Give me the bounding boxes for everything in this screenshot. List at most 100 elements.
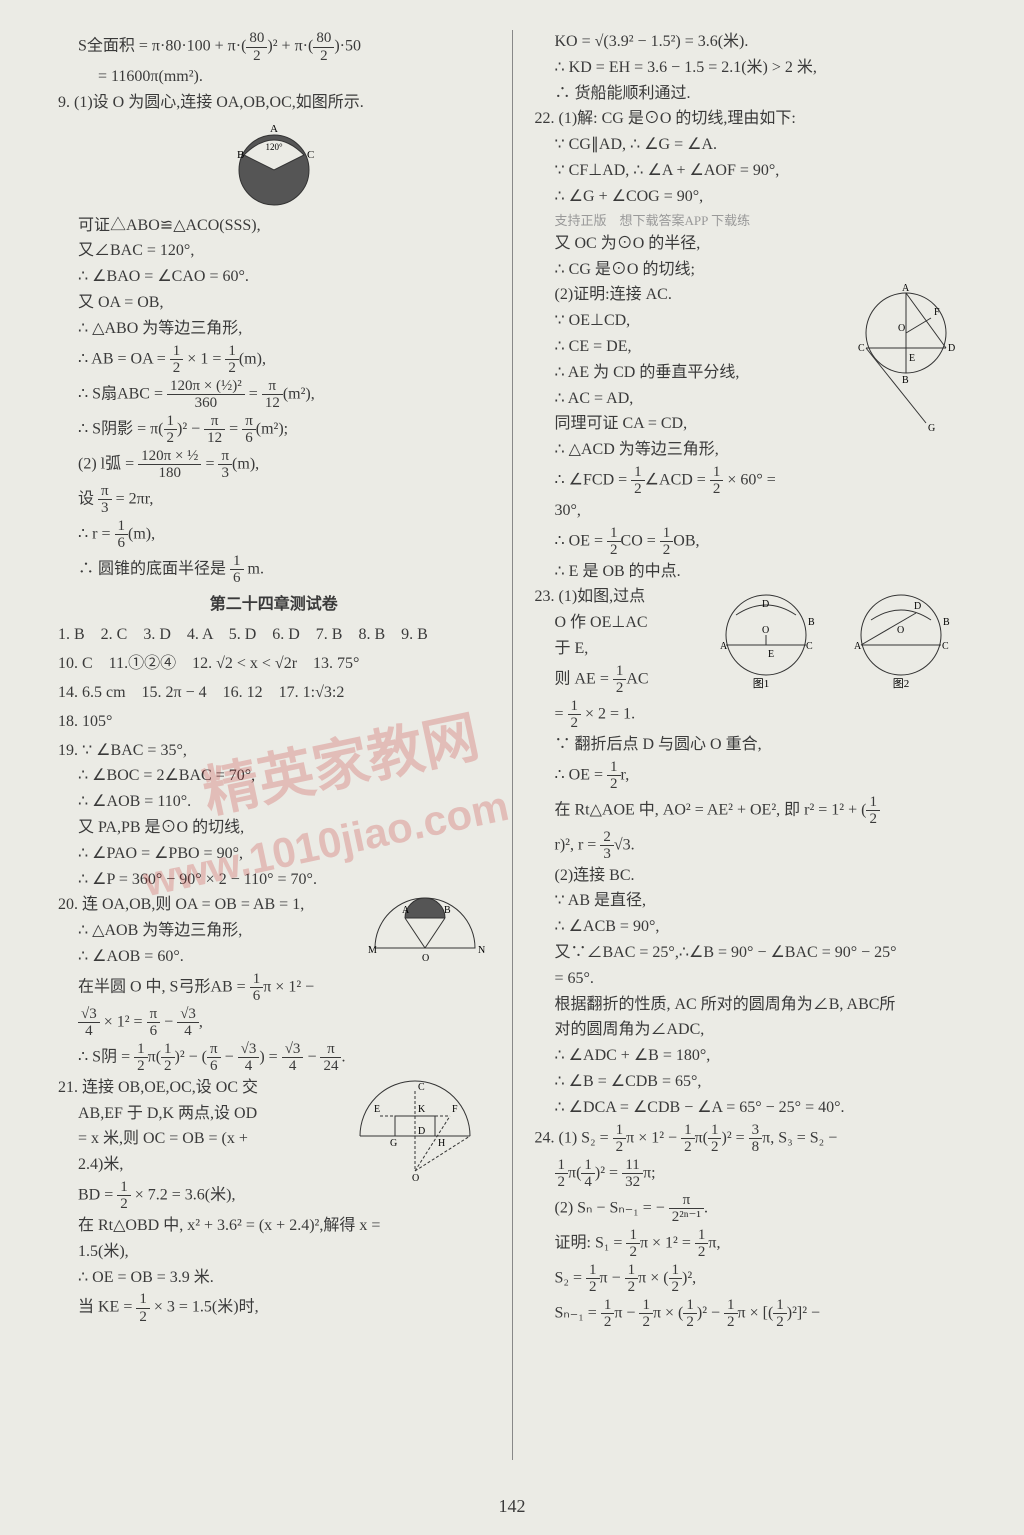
svg-text:D: D — [948, 343, 955, 354]
proof-line: ∴ AB = OA = 12 × 1 = 12(m), — [58, 343, 490, 377]
proof-line: 又 OA = OB, — [58, 291, 490, 316]
svg-text:E: E — [768, 649, 774, 660]
svg-text:O: O — [897, 625, 904, 636]
svg-text:M: M — [368, 945, 377, 956]
q22-line: ∴ ∠FCD = 12∠ACD = 12 × 60° = — [535, 464, 967, 498]
svg-text:N: N — [478, 945, 485, 956]
q23-line: (2)连接 BC. — [535, 864, 967, 889]
proof-line: 设 π3 = 2πr, — [58, 483, 490, 517]
q23-line: ∴ ∠ADC + ∠B = 180°, — [535, 1044, 967, 1069]
svg-text:图2: 图2 — [893, 677, 910, 690]
figure-circle-tangent: A B C D E F G O — [836, 283, 966, 433]
proof-line: ∴ S扇ABC = 120π × (½)²360 = π12(m²), — [58, 378, 490, 412]
proof-line: ∴ ∠BAO = ∠CAO = 60°. — [58, 265, 490, 290]
q20-line: ∴ S阴 = 12π(12)² − (π6 − √34) = √34 − π24… — [58, 1041, 490, 1075]
chapter-title: 第二十四章测试卷 — [58, 593, 490, 618]
q21-line: 1.5(米), — [58, 1240, 490, 1265]
svg-text:G: G — [390, 1138, 397, 1149]
svg-text:B: B — [444, 905, 451, 916]
svg-text:D: D — [762, 599, 769, 610]
q23-line: ∵ 翻折后点 D 与圆心 O 重合, — [535, 733, 967, 758]
q23-line: 对的圆周角为∠ADC, — [535, 1018, 967, 1043]
svg-text:O: O — [762, 625, 769, 636]
svg-text:A: A — [902, 283, 910, 294]
proof-line: 可证△ABO≌△ACO(SSS), — [58, 214, 490, 239]
svg-text:F: F — [452, 1104, 458, 1115]
figure-arch: E F G H K D C O — [340, 1076, 490, 1186]
q22-line: 22. (1)解: CG 是⊙O 的切线,理由如下: — [535, 107, 967, 132]
q24-line: S₂ = 12π − 12π × (12)², — [535, 1262, 967, 1296]
proof-line: ∴ 圆锥的底面半径是 16 m. — [58, 553, 490, 587]
q20-line: 在半圆 O 中, S弓形AB = 16π × 1² − — [58, 971, 490, 1005]
q23-line: 根据翻折的性质, AC 所对的圆周角为∠B, ABC所 — [535, 993, 967, 1018]
answer-row: 14. 6.5 cm 15. 2π − 4 16. 12 17. 1:√3:2 — [58, 681, 490, 706]
svg-text:图1: 图1 — [753, 677, 770, 690]
svg-text:120°: 120° — [265, 142, 283, 152]
svg-text:E: E — [374, 1104, 380, 1115]
q22-line: 30°, — [535, 499, 967, 524]
svg-text:O: O — [898, 323, 905, 334]
q19-line: ∴ ∠BOC = 2∠BAC = 70°, — [58, 764, 490, 789]
overlay-text: 支持正版 想下载答案APP 下载练 — [535, 211, 967, 231]
q23-line: r)², r = 23√3. — [535, 829, 967, 863]
svg-text:C: C — [858, 343, 865, 354]
proof-line: ∴ r = 16(m), — [58, 518, 490, 552]
q19-line: 又 PA,PB 是⊙O 的切线, — [58, 816, 490, 841]
svg-text:B: B — [943, 617, 950, 628]
q21-line: ∴ OE = OB = 3.9 米. — [58, 1266, 490, 1291]
formula-line: = 11600π(mm²). — [58, 65, 490, 90]
q23-line: = 65°. — [535, 967, 967, 992]
page-number: 142 — [0, 1496, 1024, 1517]
q24-line: 24. (1) S₂ = 12π × 1² − 12π(12)² = 38π, … — [535, 1122, 967, 1156]
q22-line: ∴ OE = 12CO = 12OB, — [535, 525, 967, 559]
svg-text:A: A — [720, 641, 728, 652]
q23-line: = 12 × 2 = 1. — [535, 698, 967, 732]
q19-line: ∴ ∠AOB = 110°. — [58, 790, 490, 815]
q22-line: ∴ △ACD 为等边三角形, — [535, 438, 967, 463]
q24-line: 12π(14)² = 1132π; — [535, 1157, 967, 1191]
q23-block: A B C D E O 图1 A B C D O 图2 23. (1)如图,过点… — [535, 585, 967, 696]
proof-line: ∴ 货船能顺利通过. — [535, 82, 967, 107]
svg-text:B: B — [808, 617, 815, 628]
answer-row: 10. C 11.①②④ 12. √2 < x < √2r 13. 75° — [58, 652, 490, 677]
svg-text:C: C — [942, 641, 949, 652]
q23-line: ∵ AB 是直径, — [535, 889, 967, 914]
proof-line: ∴ KD = EH = 3.6 − 1.5 = 2.1(米) > 2 米, — [535, 56, 967, 81]
q21-line: 在 Rt△OBD 中, x² + 3.6² = (x + 2.4)²,解得 x … — [58, 1214, 490, 1239]
answer-row: 1. B 2. C 3. D 4. A 5. D 6. D 7. B 8. B … — [58, 623, 490, 648]
svg-text:A: A — [402, 905, 410, 916]
q22-line: ∵ CF⊥AD, ∴ ∠A + ∠AOF = 90°, — [535, 159, 967, 184]
q22-line: ∴ CG 是⊙O 的切线; — [535, 258, 967, 283]
q23-line: ∴ ∠ACB = 90°, — [535, 915, 967, 940]
q21-block: E F G H K D C O 21. 连接 OB,OE,OC,设 OC 交 A… — [58, 1076, 490, 1178]
q22-line: ∴ ∠G + ∠COG = 90°, — [535, 185, 967, 210]
figure-two-circles: A B C D E O 图1 A B C D O 图2 — [706, 585, 966, 695]
q19-line: ∴ ∠P = 360° − 90° × 2 − 110° = 70°. — [58, 868, 490, 893]
q24-line: Sₙ₋₁ = 12π − 12π × (12)² − 12π × [(12)²]… — [535, 1297, 967, 1331]
svg-text:F: F — [934, 307, 940, 318]
figure-semicircle: A B M N O — [360, 893, 490, 973]
svg-text:C: C — [806, 641, 813, 652]
proof-line: 又∠BAC = 120°, — [58, 239, 490, 264]
svg-text:D: D — [914, 601, 921, 612]
left-column: S全面积 = π·80·100 + π·(802)² + π·(802)·50 … — [40, 30, 508, 1460]
q23-line: ∴ OE = 12r, — [535, 759, 967, 793]
svg-text:A: A — [270, 123, 278, 135]
svg-text:H: H — [438, 1138, 445, 1149]
formula-line: S全面积 = π·80·100 + π·(802)² + π·(802)·50 — [58, 30, 490, 64]
svg-text:O: O — [412, 1173, 419, 1184]
q23-line: 在 Rt△AOE 中, AO² = AE² + OE², 即 r² = 1² +… — [535, 794, 967, 828]
proof-line: ∴ △ABO 为等边三角形, — [58, 317, 490, 342]
svg-text:K: K — [418, 1104, 426, 1115]
svg-text:C: C — [418, 1082, 425, 1093]
q20-block: A B M N O 20. 连 OA,OB,则 OA = OB = AB = 1… — [58, 893, 490, 969]
proof-line: ∴ S阴影 = π(12)² − π12 = π6(m²); — [58, 413, 490, 447]
q23-line: 又∵∠BAC = 25°,∴∠B = 90° − ∠BAC = 90° − 25… — [535, 941, 967, 966]
svg-text:C: C — [307, 149, 314, 161]
q23-line: ∴ ∠B = ∠CDB = 65°, — [535, 1070, 967, 1095]
right-column: KO = √(3.9² − 1.5²) = 3.6(米). ∴ KD = EH … — [517, 30, 985, 1460]
q22-line: ∵ CG∥AD, ∴ ∠G = ∠A. — [535, 133, 967, 158]
svg-text:E: E — [909, 353, 915, 364]
proof-line: (2) l弧 = 120π × ½180 = π3(m), — [58, 448, 490, 482]
figure-circle-sector: A B C 120° — [219, 120, 329, 210]
